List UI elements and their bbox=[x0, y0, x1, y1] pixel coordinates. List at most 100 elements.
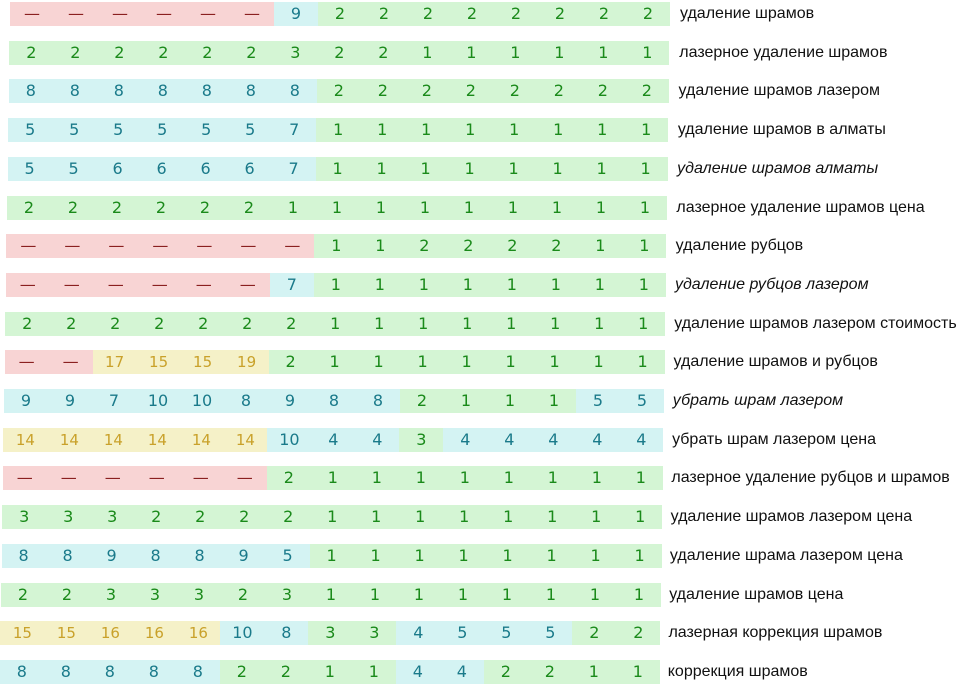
rank-cell: 1 bbox=[360, 118, 405, 143]
rank-cell: 1 bbox=[447, 156, 492, 181]
rank-cell: 1 bbox=[579, 195, 623, 220]
rank-cell: 3 bbox=[273, 40, 318, 65]
rank-cell: 2 bbox=[538, 2, 582, 26]
rank-cell: 1 bbox=[310, 466, 355, 491]
rank-cell: 2 bbox=[582, 2, 626, 26]
keyword-label: удаление шрамов лазером стоимость bbox=[674, 314, 957, 332]
rank-cell: 1 bbox=[353, 582, 397, 607]
rank-cell: 1 bbox=[577, 311, 622, 336]
rank-cell: 5 bbox=[8, 118, 53, 143]
rank-cell: 1 bbox=[310, 505, 355, 530]
rank-cell: 2 bbox=[400, 389, 444, 413]
rank-cell: 8 bbox=[264, 621, 309, 646]
rank-cell: 5 bbox=[620, 389, 664, 413]
keyword-label: удаление шрама лазером цена bbox=[669, 546, 903, 564]
table-row: 15 15 16 16 16 10 8 3 3 4 5 5 5 2 2 лазерная коррекция … bbox=[0, 621, 965, 647]
rank-cell: 1 bbox=[354, 505, 399, 530]
rank-cell: 1 bbox=[532, 389, 576, 413]
keyword-label: коррекция шрамов bbox=[667, 662, 808, 680]
rank-cell: 1 bbox=[442, 466, 487, 491]
rank-cell: 2 bbox=[183, 195, 227, 220]
rank-cell: 1 bbox=[617, 543, 662, 568]
rank-cell: 1 bbox=[271, 195, 315, 220]
rank-cell: — bbox=[142, 2, 186, 26]
rank-cell: 4 bbox=[487, 427, 532, 452]
rank-cell: 4 bbox=[575, 427, 620, 452]
rank-cell: 3 bbox=[352, 621, 397, 646]
rank-cell: 2 bbox=[580, 79, 625, 104]
rank-cell: 9 bbox=[268, 389, 312, 413]
table-row: 2 2 2 2 2 2 1 1 1 1 1 1 1 1 1 лазерное удаление шрамов … bbox=[0, 195, 965, 222]
rank-cell: 1 bbox=[620, 350, 665, 375]
rank-cell: 1 bbox=[309, 543, 354, 568]
rank-cell: 5 bbox=[184, 118, 229, 143]
rank-cell: 8 bbox=[133, 543, 178, 568]
rank-cell: — bbox=[270, 234, 315, 259]
rank-cell: — bbox=[230, 2, 274, 26]
rank-cell: 1 bbox=[353, 543, 398, 568]
rank-cell: 1 bbox=[573, 543, 618, 568]
rank-cell: 1 bbox=[486, 466, 531, 491]
rank-cell: 1 bbox=[444, 350, 489, 375]
rank-cell: 6 bbox=[183, 156, 228, 181]
table-row: 5 5 5 5 5 5 7 1 1 1 1 1 1 1 1 удаление шрамов в алматы bbox=[0, 118, 965, 144]
rank-cell: 1 bbox=[624, 118, 669, 143]
rank-cell: 1 bbox=[398, 466, 443, 491]
table-row: 8 8 9 8 8 9 5 1 1 1 1 1 1 1 1 удаление шрама лазером це… bbox=[0, 543, 965, 570]
rank-cell: 1 bbox=[442, 505, 487, 530]
rank-cell: 5 bbox=[440, 621, 485, 646]
rank-cell: 1 bbox=[445, 272, 490, 297]
rank-cell: — bbox=[222, 466, 267, 491]
rank-cell: 1 bbox=[615, 659, 660, 684]
rank-cell: 3 bbox=[46, 505, 91, 530]
rank-cell: 8 bbox=[87, 659, 132, 684]
rank-cell: 5 bbox=[51, 156, 96, 181]
rank-cell: 1 bbox=[314, 234, 359, 259]
rank-cell: 2 bbox=[404, 79, 449, 104]
rank-cell: 1 bbox=[621, 272, 666, 297]
rank-cell: 1 bbox=[618, 466, 663, 491]
rank-cell: 1 bbox=[397, 582, 441, 607]
rank-cell: 7 bbox=[272, 118, 317, 143]
rank-cell: 1 bbox=[354, 466, 399, 491]
rank-cell: 4 bbox=[439, 659, 484, 684]
rank-cell: 2 bbox=[229, 40, 274, 65]
rank-cell: 6 bbox=[95, 156, 140, 181]
rank-cell: 9 bbox=[4, 389, 48, 413]
rank-cell: 1 bbox=[535, 195, 579, 220]
rank-cell: 14 bbox=[179, 427, 224, 452]
keyword-label: удаление шрамов алматы bbox=[677, 159, 879, 177]
rank-cell: 2 bbox=[178, 505, 223, 530]
rank-cell: 4 bbox=[311, 427, 356, 452]
rank-cell: 1 bbox=[573, 582, 617, 607]
rank-cell: 2 bbox=[361, 40, 406, 65]
rank-cell: 3 bbox=[2, 505, 47, 530]
rank-cell: 3 bbox=[90, 505, 135, 530]
rank-cell: 2 bbox=[181, 311, 226, 336]
rank-cell: 8 bbox=[356, 389, 400, 413]
rank-cell: — bbox=[134, 466, 179, 491]
rank-cell: 2 bbox=[490, 234, 535, 259]
keyword-label: удаление рубцов bbox=[675, 237, 804, 255]
rank-cell: 2 bbox=[9, 40, 54, 65]
rank-cell: 10 bbox=[180, 389, 224, 413]
rank-cell: 2 bbox=[222, 505, 267, 530]
keyword-label: лазерное удаление шрамов bbox=[679, 43, 888, 61]
rank-cell: 1 bbox=[313, 272, 358, 297]
table-row: — — — — — — —1 1 2 2 2 2 1 1 удаление рубцов bbox=[0, 234, 965, 260]
rank-cell: — bbox=[182, 234, 227, 259]
rank-cell: — bbox=[186, 2, 230, 26]
rank-cell: 1 bbox=[351, 659, 396, 684]
keyword-label: удаление рубцов лазером bbox=[674, 275, 869, 293]
rank-cell: 8 bbox=[312, 389, 356, 413]
rank-cell: 15 bbox=[44, 621, 89, 646]
rank-cell: 14 bbox=[135, 427, 180, 452]
rank-cell: 3 bbox=[177, 582, 221, 607]
rank-cell: 1 bbox=[577, 272, 622, 297]
rank-cell: 2 bbox=[624, 79, 669, 104]
rank-cell: 3 bbox=[133, 582, 177, 607]
rank-cell: 1 bbox=[441, 582, 485, 607]
rank-cell: 4 bbox=[396, 621, 441, 646]
rank-cell: — bbox=[50, 234, 95, 259]
rank-cell: 2 bbox=[139, 195, 183, 220]
